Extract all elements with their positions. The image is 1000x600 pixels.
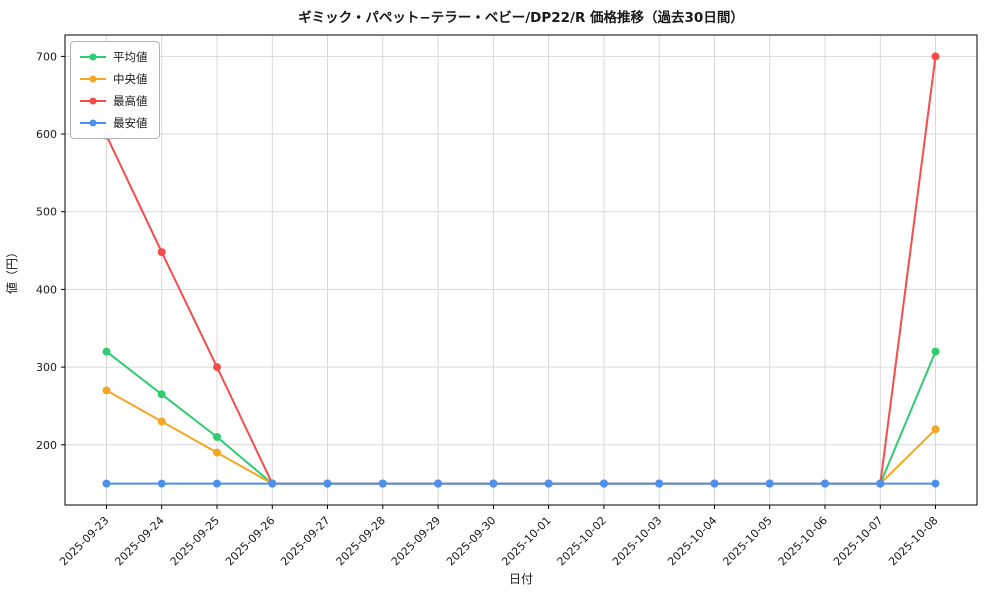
series-point	[489, 479, 498, 488]
x-tick-label: 2025-09-29	[389, 514, 443, 568]
legend-line-marker-icon	[80, 96, 106, 106]
series-point	[378, 479, 387, 488]
legend-line-marker-icon	[80, 118, 106, 128]
y-tick-label: 500	[36, 206, 57, 219]
series-point	[931, 479, 940, 488]
y-tick-label: 600	[36, 128, 57, 141]
legend: 平均値中央値最高値最安値	[70, 41, 160, 139]
series-point	[157, 248, 166, 257]
series-point	[765, 479, 774, 488]
series-point	[213, 448, 221, 457]
y-tick-label: 300	[36, 361, 57, 374]
series-point	[157, 479, 166, 488]
x-tick-label: 2025-10-06	[776, 514, 830, 568]
series-point	[102, 347, 111, 356]
legend-item: 平均値	[80, 49, 148, 65]
y-axis-label: 値（円）	[4, 246, 19, 294]
legend-label: 最安値	[113, 116, 148, 130]
x-tick-label: 2025-10-08	[886, 514, 940, 568]
legend-line-marker-icon	[80, 74, 106, 84]
x-tick-label: 2025-10-02	[555, 514, 609, 568]
legend-line-marker-icon	[80, 52, 106, 62]
series-point	[157, 417, 166, 426]
x-tick-label: 2025-09-27	[278, 514, 332, 568]
series-point	[599, 479, 608, 488]
legend-label: 中央値	[113, 72, 148, 86]
x-axis-label: 日付	[509, 572, 533, 586]
legend-label: 最高値	[113, 94, 148, 108]
plot-area: 2025-09-23 2025-09-24 2025-09-25 2025-09-26…	[36, 34, 978, 568]
series-point	[655, 479, 664, 488]
series-point	[931, 347, 940, 356]
y-tick-label: 400	[36, 283, 57, 296]
x-tick-label: 2025-10-01	[499, 514, 553, 568]
series-point	[213, 433, 221, 441]
series-line-1	[106, 389, 937, 485]
series-line-0	[105, 350, 937, 485]
series-point	[213, 479, 221, 488]
series-point	[102, 479, 111, 488]
y-tick-label: 700	[36, 50, 57, 63]
x-tick-label: 2025-09-26	[223, 514, 277, 568]
y-tick-label: 200	[36, 439, 57, 452]
series-point	[157, 390, 166, 399]
x-tick-label: 2025-09-24	[112, 514, 166, 568]
x-tick-label: 2025-09-25	[168, 514, 222, 568]
series-point	[213, 363, 221, 372]
x-tick-label: 2025-09-23	[57, 514, 111, 568]
x-tick-label: 2025-10-05	[720, 514, 774, 568]
series-point	[710, 479, 719, 488]
legend-label: 平均値	[113, 50, 148, 64]
x-tick-label: 2025-09-30	[444, 514, 498, 568]
series-point	[931, 52, 940, 61]
chart-title: ギミック・パペット−テラー・ベビー/DP22/R 価格推移（過去30日間）	[298, 9, 744, 26]
series-line-2	[105, 56, 937, 485]
x-tick-label: 2025-10-04	[665, 514, 719, 568]
series-point	[931, 425, 940, 434]
legend-item: 最安値	[80, 115, 148, 131]
series-point	[323, 479, 332, 488]
x-tick-label: 2025-10-07	[831, 514, 885, 568]
legend-item: 中央値	[80, 71, 148, 87]
x-tick-label: 2025-10-03	[610, 514, 664, 568]
series-point	[821, 479, 829, 488]
series-point	[268, 479, 277, 488]
x-tick-label: 2025-09-28	[334, 514, 388, 568]
series-point	[876, 479, 885, 488]
series-point	[102, 386, 111, 395]
plot-frame	[64, 34, 978, 506]
legend-item: 最高値	[80, 93, 148, 109]
series-point	[544, 479, 553, 488]
series-point	[434, 479, 443, 488]
